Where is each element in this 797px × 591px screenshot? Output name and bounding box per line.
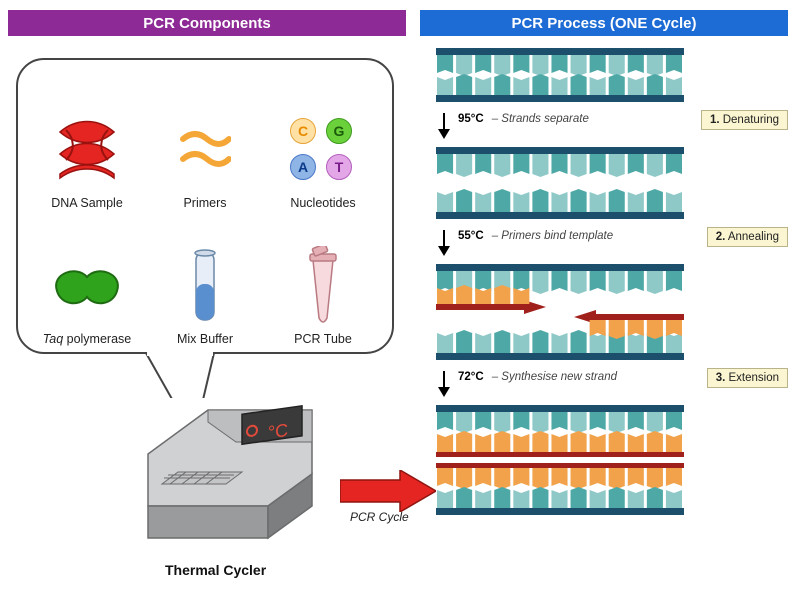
nucleotide-t: T xyxy=(326,154,352,180)
dna-initial xyxy=(436,48,684,102)
down-arrow-icon xyxy=(436,113,452,139)
nucleotides-label: Nucleotides xyxy=(290,196,355,210)
step-row-3: 72°C – Synthesise new strand 3. Extensio… xyxy=(436,371,788,399)
cell-taq: Taq polymerase xyxy=(28,210,146,346)
components-grid: DNA Sample Primers C G A T Nucleotides xyxy=(18,60,392,352)
step1-temp: 95°C xyxy=(458,113,484,125)
pcr-tube-label: PCR Tube xyxy=(294,332,352,346)
header-process: PCR Process (ONE Cycle) xyxy=(420,10,788,36)
step-row-1: 95°C – Strands separate 1. Denaturing xyxy=(436,113,788,141)
thermal-cycler-label: Thermal Cycler xyxy=(165,562,266,578)
components-bubble: DNA Sample Primers C G A T Nucleotides xyxy=(16,58,394,354)
cell-pcr-tube: PCR Tube xyxy=(264,210,382,346)
nucleotide-g: G xyxy=(326,118,352,144)
cell-buffer: Mix Buffer xyxy=(146,210,264,346)
dna-annealing xyxy=(436,264,684,360)
down-arrow-icon xyxy=(436,230,452,256)
taq-icon xyxy=(47,248,127,326)
nucleotide-a: A xyxy=(290,154,316,180)
svg-text:°C: °C xyxy=(268,420,288,443)
thermal-cycler-icon: °C xyxy=(130,388,330,548)
buffer-icon xyxy=(165,248,245,326)
step3-temp: 72°C xyxy=(458,371,484,383)
nucleotides-icon: C G A T xyxy=(283,112,363,190)
step2-temp: 55°C xyxy=(458,230,484,242)
process-column: 95°C – Strands separate 1. Denaturing 55… xyxy=(436,48,788,524)
down-arrow-icon xyxy=(436,371,452,397)
dna-sample-icon xyxy=(47,112,127,190)
step-row-2: 55°C – Primers bind template 2. Annealin… xyxy=(436,230,788,258)
dna-sample-label: DNA Sample xyxy=(51,196,123,210)
dna-extension xyxy=(436,405,684,515)
cell-nucleotides: C G A T Nucleotides xyxy=(264,74,382,210)
badge-extension: 3. Extension xyxy=(707,368,788,388)
taq-label: Taq polymerase xyxy=(43,332,132,346)
pcr-cycle-label: PCR Cycle xyxy=(350,510,409,524)
pcr-tube-icon xyxy=(283,248,363,326)
step1-desc: – Strands separate xyxy=(492,113,589,125)
badge-annealing: 2. Annealing xyxy=(707,227,788,247)
nucleotide-c: C xyxy=(290,118,316,144)
header-components: PCR Components xyxy=(8,10,406,36)
primers-icon xyxy=(165,112,245,190)
step2-desc: – Primers bind template xyxy=(492,230,613,242)
dna-denatured xyxy=(436,147,684,219)
primers-label: Primers xyxy=(183,196,226,210)
step3-desc: – Synthesise new strand xyxy=(492,371,617,383)
cell-dna-sample: DNA Sample xyxy=(28,74,146,210)
buffer-label: Mix Buffer xyxy=(177,332,233,346)
cell-primers: Primers xyxy=(146,74,264,210)
badge-denaturing: 1. Denaturing xyxy=(701,110,788,130)
pcr-cycle-arrow-icon xyxy=(340,470,436,512)
